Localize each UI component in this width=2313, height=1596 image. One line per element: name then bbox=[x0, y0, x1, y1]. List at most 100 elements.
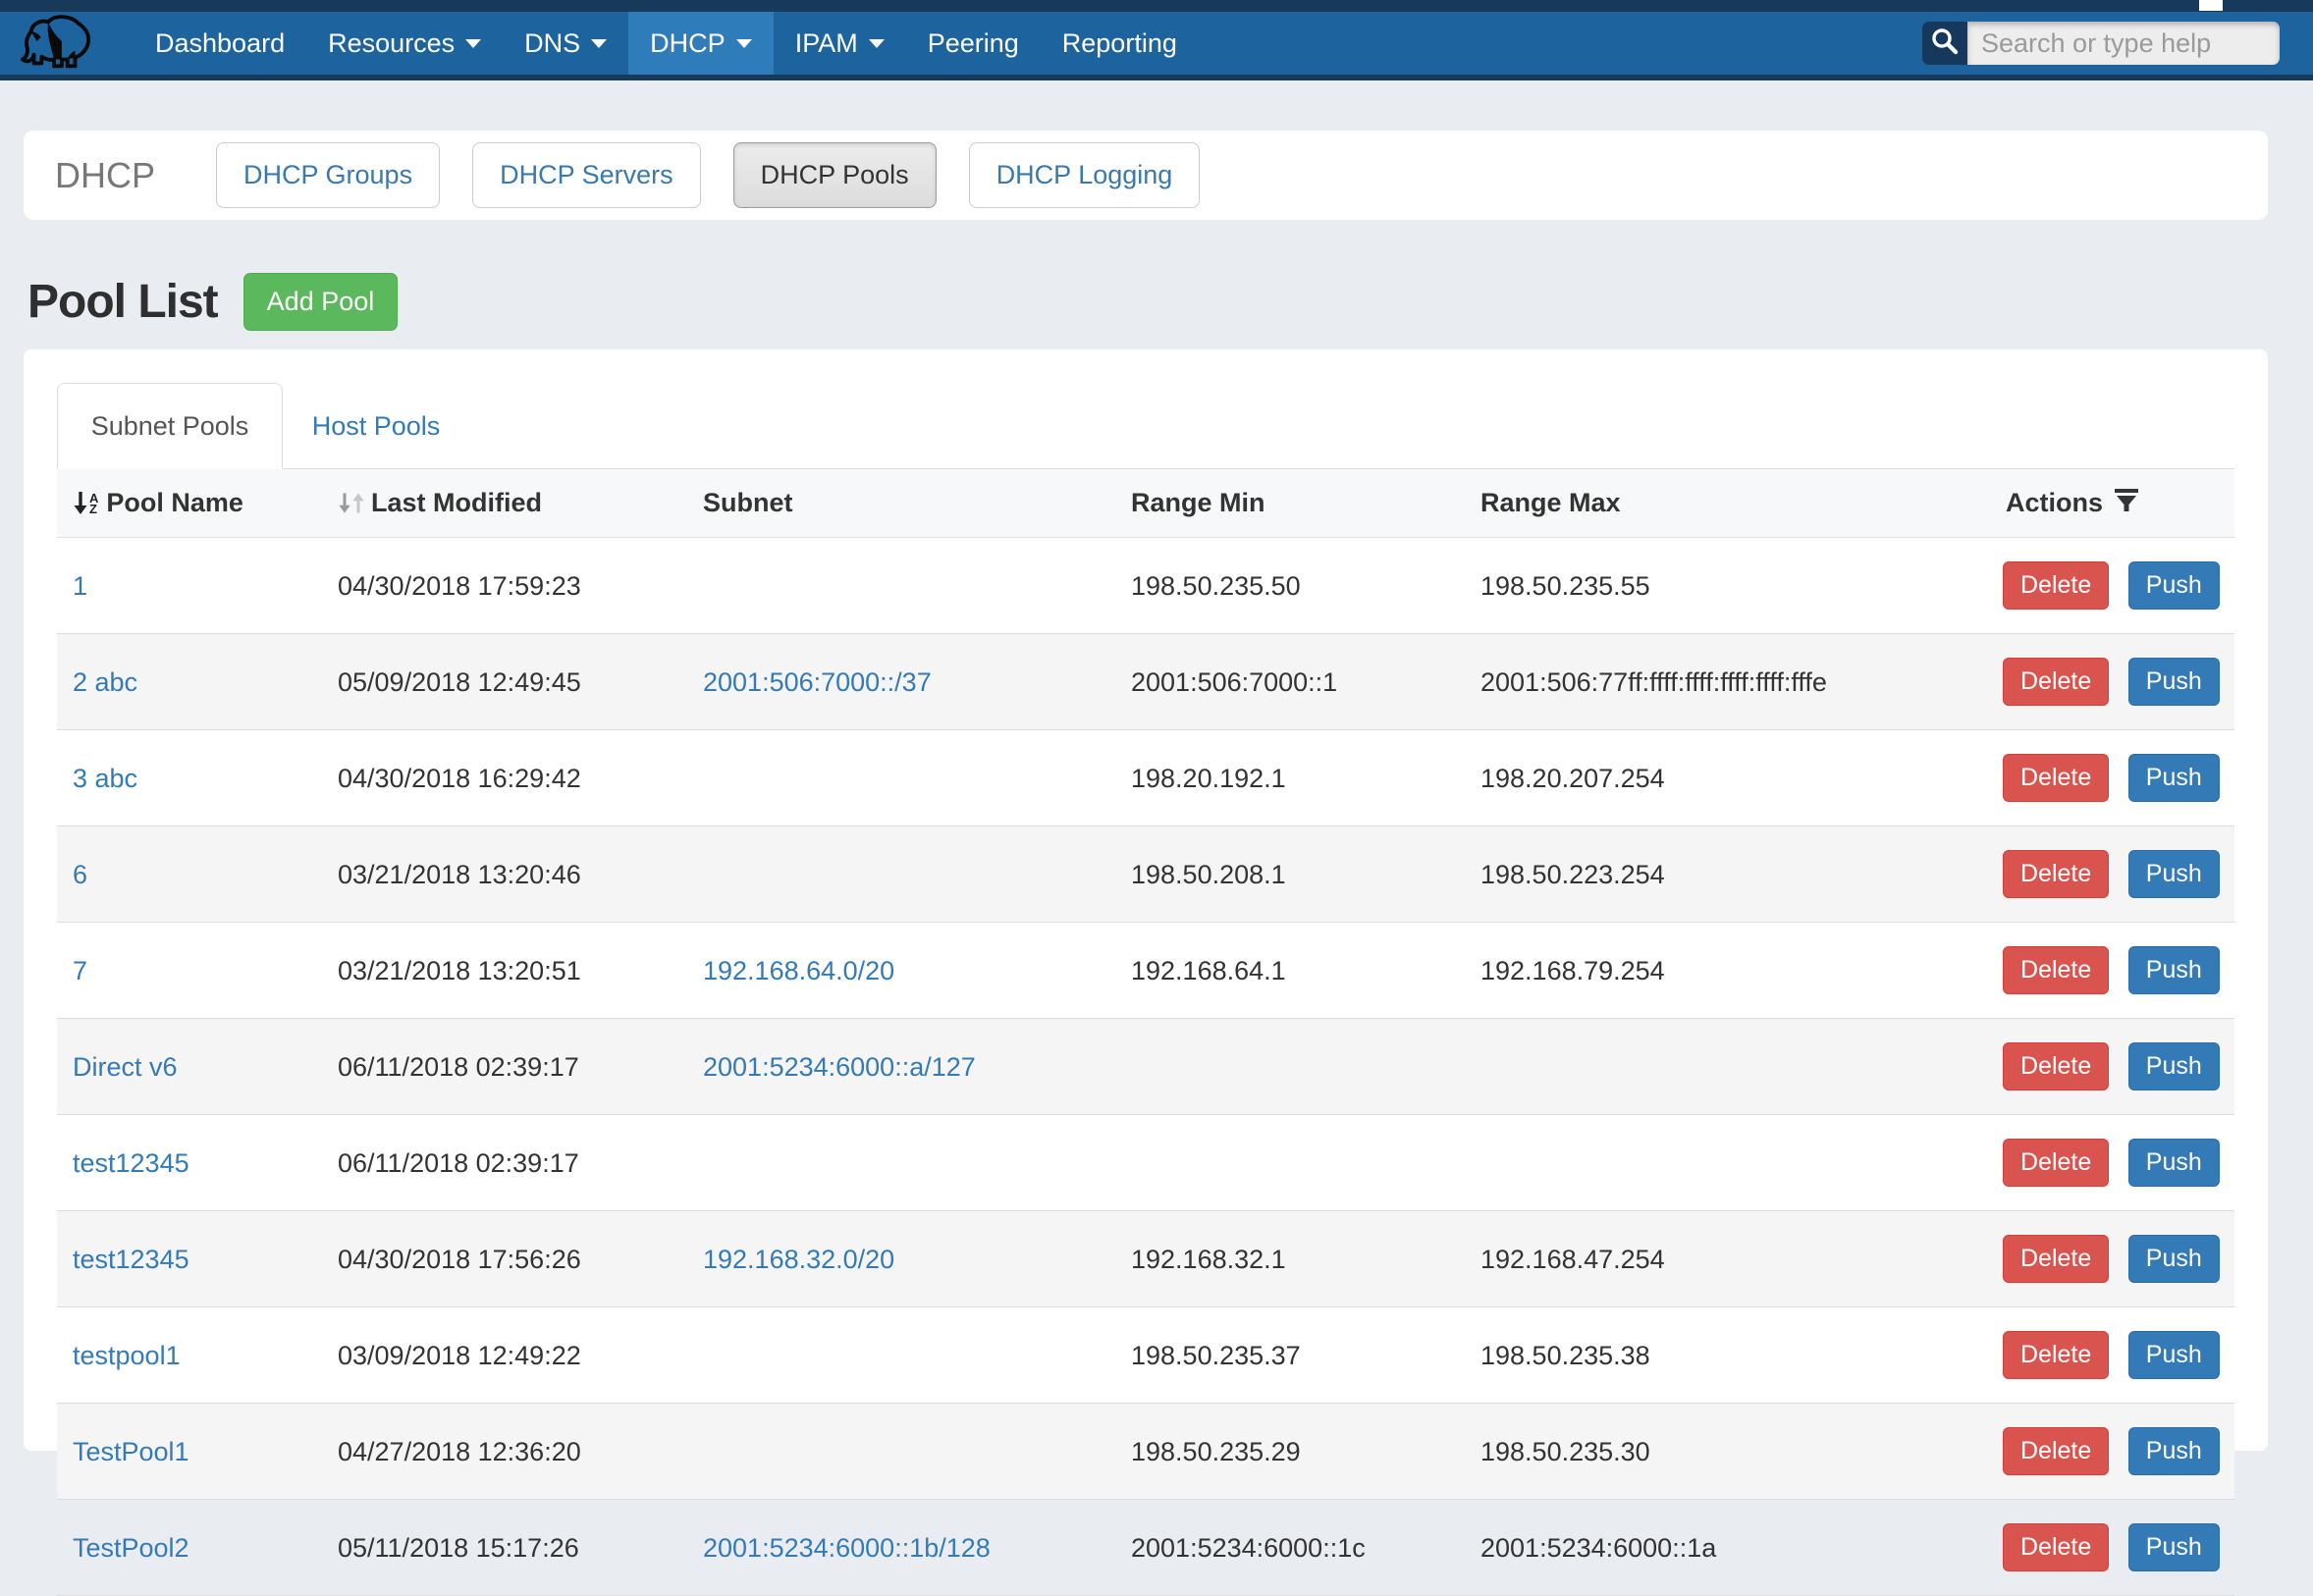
push-button[interactable]: Push bbox=[2128, 1042, 2220, 1091]
cell-range-max: 198.50.235.38 bbox=[1465, 1307, 1987, 1404]
push-button[interactable]: Push bbox=[2128, 658, 2220, 706]
filter-funnel-icon[interactable] bbox=[2113, 486, 2140, 520]
pool-name-link[interactable]: 2 abc bbox=[73, 667, 137, 697]
cell-range-min: 198.50.235.37 bbox=[1115, 1307, 1465, 1404]
pool-name-link[interactable]: 3 abc bbox=[73, 764, 137, 793]
delete-button[interactable]: Delete bbox=[2003, 1235, 2109, 1283]
pool-name-link[interactable]: 7 bbox=[73, 956, 87, 985]
header-range-min[interactable]: Range Min bbox=[1115, 469, 1465, 538]
add-pool-button[interactable]: Add Pool bbox=[243, 273, 399, 331]
caret-down-icon bbox=[465, 39, 481, 48]
push-button[interactable]: Push bbox=[2128, 1523, 2220, 1571]
header-range-max[interactable]: Range Max bbox=[1465, 469, 1987, 538]
cell-actions: Delete Push bbox=[1987, 826, 2234, 923]
pool-table: AZ Pool Name Last Modified Subnet bbox=[57, 469, 2234, 1596]
search-input[interactable] bbox=[1967, 22, 2280, 65]
cell-subnet bbox=[687, 1115, 1115, 1211]
nav-item-peering[interactable]: Peering bbox=[906, 12, 1041, 75]
cell-range-max: 198.50.223.254 bbox=[1465, 826, 1987, 923]
search-button[interactable] bbox=[1922, 22, 1967, 65]
pool-name-link[interactable]: TestPool2 bbox=[73, 1533, 189, 1563]
subnav-button-dhcp-pools[interactable]: DHCP Pools bbox=[733, 142, 937, 208]
pool-name-link[interactable]: 6 bbox=[73, 860, 87, 889]
pool-name-link[interactable]: TestPool1 bbox=[73, 1437, 189, 1466]
delete-button[interactable]: Delete bbox=[2003, 1042, 2109, 1091]
cell-range-min: 198.50.208.1 bbox=[1115, 826, 1465, 923]
pool-name-link[interactable]: testpool1 bbox=[73, 1341, 181, 1370]
cell-last-modified: 05/11/2018 15:17:26 bbox=[322, 1500, 687, 1596]
cell-last-modified: 03/21/2018 13:20:46 bbox=[322, 826, 687, 923]
caret-down-icon bbox=[736, 39, 752, 48]
delete-button[interactable]: Delete bbox=[2003, 658, 2109, 706]
app-logo[interactable] bbox=[0, 12, 104, 75]
tab-host-pools[interactable]: Host Pools bbox=[283, 383, 469, 469]
cell-range-max: 198.20.207.254 bbox=[1465, 730, 1987, 826]
pool-name-link[interactable]: test12345 bbox=[73, 1245, 189, 1274]
subnav-button-dhcp-servers[interactable]: DHCP Servers bbox=[472, 142, 701, 208]
push-button[interactable]: Push bbox=[2128, 850, 2220, 898]
table-row: TestPool2 05/11/2018 15:17:26 2001:5234:… bbox=[57, 1500, 2234, 1596]
subnet-link[interactable]: 192.168.64.0/20 bbox=[703, 956, 894, 985]
nav-item-dhcp[interactable]: DHCP bbox=[628, 12, 774, 75]
delete-button[interactable]: Delete bbox=[2003, 1427, 2109, 1475]
cell-range-min: 192.168.64.1 bbox=[1115, 923, 1465, 1019]
nav-item-dashboard[interactable]: Dashboard bbox=[134, 12, 306, 75]
push-button[interactable]: Push bbox=[2128, 1139, 2220, 1187]
delete-button[interactable]: Delete bbox=[2003, 946, 2109, 994]
cell-pool-name: test12345 bbox=[57, 1115, 322, 1211]
nav-item-dns[interactable]: DNS bbox=[503, 12, 628, 75]
table-row: testpool1 03/09/2018 12:49:22 198.50.235… bbox=[57, 1307, 2234, 1404]
push-button[interactable]: Push bbox=[2128, 561, 2220, 610]
push-button[interactable]: Push bbox=[2128, 1427, 2220, 1475]
delete-button[interactable]: Delete bbox=[2003, 1523, 2109, 1571]
subnet-link[interactable]: 192.168.32.0/20 bbox=[703, 1245, 894, 1274]
cell-range-max: 192.168.47.254 bbox=[1465, 1211, 1987, 1307]
push-button[interactable]: Push bbox=[2128, 946, 2220, 994]
cell-pool-name: TestPool1 bbox=[57, 1404, 322, 1500]
pool-name-link[interactable]: test12345 bbox=[73, 1148, 189, 1178]
pool-name-link[interactable]: 1 bbox=[73, 571, 87, 601]
cell-range-max: 192.168.79.254 bbox=[1465, 923, 1987, 1019]
pool-table-header-row: AZ Pool Name Last Modified Subnet bbox=[57, 469, 2234, 538]
cell-pool-name: 7 bbox=[57, 923, 322, 1019]
push-button[interactable]: Push bbox=[2128, 1235, 2220, 1283]
delete-button[interactable]: Delete bbox=[2003, 561, 2109, 610]
cell-actions: Delete Push bbox=[1987, 923, 2234, 1019]
nav-item-reporting[interactable]: Reporting bbox=[1041, 12, 1199, 75]
table-row: test12345 04/30/2018 17:56:26 192.168.32… bbox=[57, 1211, 2234, 1307]
nav-item-resources[interactable]: Resources bbox=[306, 12, 503, 75]
cell-last-modified: 05/09/2018 12:49:45 bbox=[322, 634, 687, 730]
subnav-button-dhcp-logging[interactable]: DHCP Logging bbox=[969, 142, 1201, 208]
table-row: 3 abc 04/30/2018 16:29:42 198.20.192.1 1… bbox=[57, 730, 2234, 826]
search-icon bbox=[1930, 27, 1960, 61]
cell-subnet bbox=[687, 730, 1115, 826]
header-last-modified[interactable]: Last Modified bbox=[322, 469, 687, 538]
header-subnet[interactable]: Subnet bbox=[687, 469, 1115, 538]
cell-pool-name: test12345 bbox=[57, 1211, 322, 1307]
push-button[interactable]: Push bbox=[2128, 1331, 2220, 1379]
tab-subnet-pools[interactable]: Subnet Pools bbox=[57, 383, 283, 469]
cell-range-min: 192.168.32.1 bbox=[1115, 1211, 1465, 1307]
pool-name-link[interactable]: Direct v6 bbox=[73, 1052, 178, 1082]
delete-button[interactable]: Delete bbox=[2003, 1139, 2109, 1187]
cell-subnet: 192.168.64.0/20 bbox=[687, 923, 1115, 1019]
cell-pool-name: testpool1 bbox=[57, 1307, 322, 1404]
cell-last-modified: 03/21/2018 13:20:51 bbox=[322, 923, 687, 1019]
header-pool-name[interactable]: AZ Pool Name bbox=[57, 469, 322, 538]
delete-button[interactable]: Delete bbox=[2003, 1331, 2109, 1379]
cell-range-min: 198.50.235.29 bbox=[1115, 1404, 1465, 1500]
delete-button[interactable]: Delete bbox=[2003, 850, 2109, 898]
nav-item-ipam[interactable]: IPAM bbox=[774, 12, 906, 75]
cell-actions: Delete Push bbox=[1987, 1211, 2234, 1307]
push-button[interactable]: Push bbox=[2128, 754, 2220, 802]
subnav-button-dhcp-groups[interactable]: DHCP Groups bbox=[216, 142, 440, 208]
subnet-link[interactable]: 2001:5234:6000::1b/128 bbox=[703, 1533, 991, 1563]
delete-button[interactable]: Delete bbox=[2003, 754, 2109, 802]
cell-actions: Delete Push bbox=[1987, 1307, 2234, 1404]
subnet-link[interactable]: 2001:506:7000::/37 bbox=[703, 667, 932, 697]
subnav-title: DHCP bbox=[55, 155, 155, 196]
cell-actions: Delete Push bbox=[1987, 634, 2234, 730]
cell-range-max: 2001:5234:6000::1a bbox=[1465, 1500, 1987, 1596]
cell-range-max bbox=[1465, 1019, 1987, 1115]
subnet-link[interactable]: 2001:5234:6000::a/127 bbox=[703, 1052, 976, 1082]
